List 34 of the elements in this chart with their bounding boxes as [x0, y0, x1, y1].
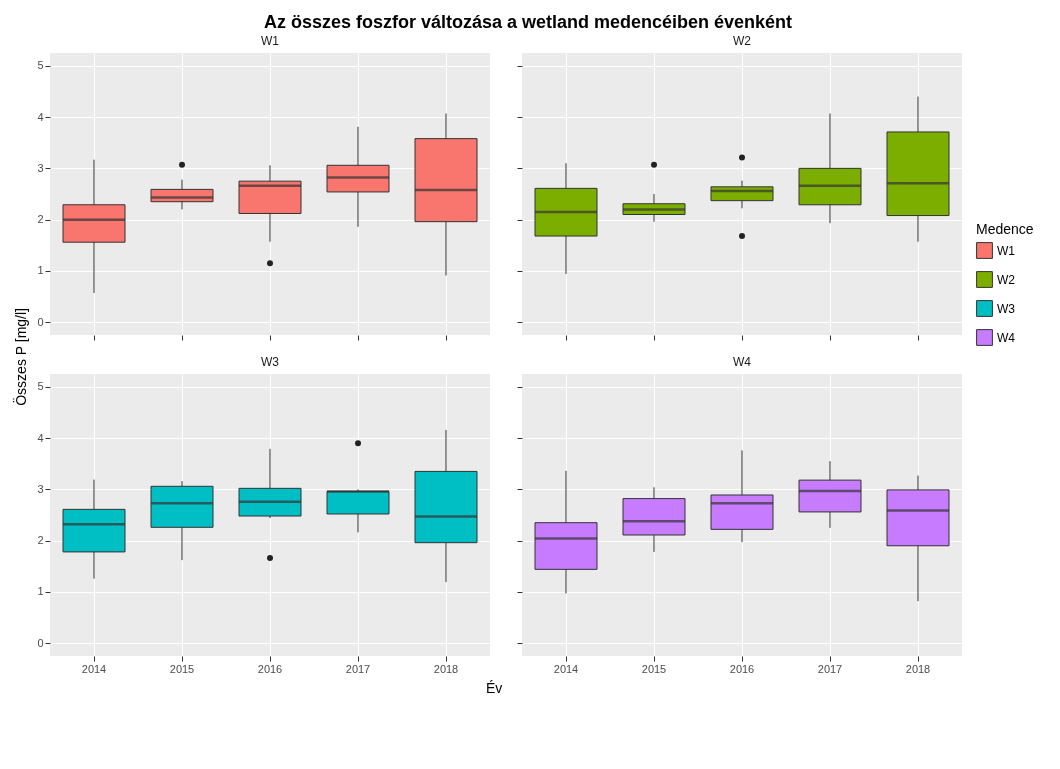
text: Az összes foszfor változása a wetland medencéiben évenként: [263, 11, 793, 33]
x-tick-label: 2015: [641, 662, 667, 675]
x-tick-label: 2014: [81, 662, 107, 675]
y-tick-label: 4: [37, 110, 44, 123]
text: W1: [261, 34, 280, 48]
y-tick-label: 0: [37, 636, 44, 649]
x-tick-label: 2014: [553, 662, 579, 675]
y-tick-label: 3: [37, 482, 44, 495]
text: W3: [997, 301, 1015, 316]
y-tick-label: 3: [37, 161, 44, 174]
x-tick-label: 2017: [817, 662, 843, 675]
text: W1: [997, 243, 1015, 258]
y-tick-label: 5: [37, 59, 44, 72]
x-tick-label: 2016: [729, 662, 755, 675]
x-tick-label: 2016: [257, 662, 283, 675]
x-tick-label: 2018: [433, 662, 459, 675]
chart-subtitle: W2: [733, 34, 752, 48]
y-tick-label: 2: [37, 213, 44, 226]
y-tick-label: 4: [37, 431, 44, 444]
y-tick-label: 1: [37, 264, 44, 277]
x-tick-label: 2018: [905, 662, 931, 675]
y-axis-title: Összes P [mg/l]: [13, 307, 29, 406]
y-tick-label: 2: [37, 534, 44, 547]
x-tick-label: 2017: [345, 662, 371, 675]
y-tick-label: 1: [37, 585, 44, 598]
text: W3: [261, 355, 280, 369]
legend-title: Medence: [976, 221, 1034, 237]
y-tick-label: 0: [37, 315, 44, 328]
legend-label: W2: [997, 272, 1016, 287]
x-tick-label: 2015: [169, 662, 195, 675]
y-tick-label: 5: [37, 380, 44, 393]
x-axis-title: Év: [486, 680, 503, 696]
text: W4: [733, 355, 752, 369]
text: W4: [997, 330, 1015, 345]
